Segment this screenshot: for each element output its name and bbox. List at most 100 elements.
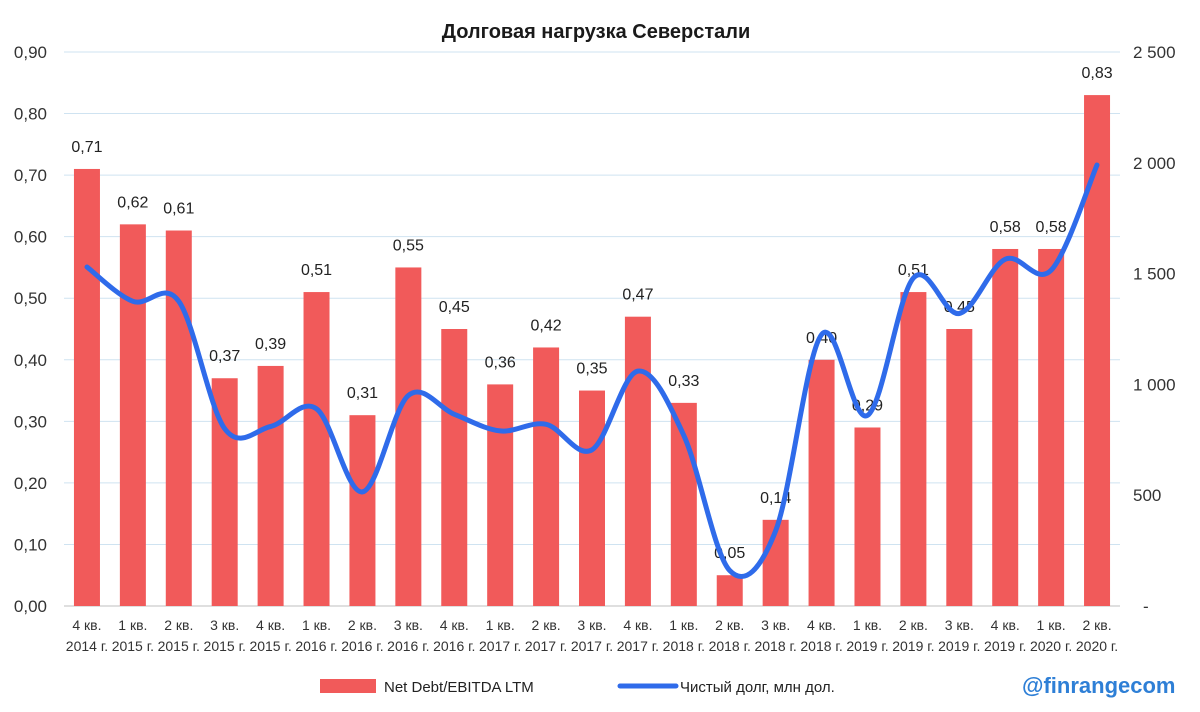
category-axis-labels: 4 кв. 2014 г. 1 кв. 2015 г. 2 кв. 2015 г. 3 кв… — [66, 617, 1118, 654]
bar-data-label: 0,33 — [668, 373, 699, 390]
category-label-quarter: 4 кв. — [807, 617, 836, 633]
category-label-quarter: 3 кв. — [945, 617, 974, 633]
bar — [624, 316, 651, 606]
bar-data-label: 0,35 — [576, 361, 607, 378]
right-tick-label: - — [1143, 597, 1149, 616]
category-label-year: 2015 г. — [249, 638, 291, 654]
right-axis-ticks: - 500 1 000 1 500 2 000 2 500 — [1133, 43, 1176, 616]
left-tick-label: 0,60 — [14, 228, 47, 247]
legend-bar-label: Net Debt/EBITDA LTM — [384, 679, 534, 696]
line-series — [84, 162, 1100, 579]
left-tick-label: 0,90 — [14, 43, 47, 62]
category-label-quarter: 1 кв. — [118, 617, 147, 633]
category-label-year: 2017 г. — [479, 638, 521, 654]
category-label-year: 2018 г. — [663, 638, 705, 654]
left-tick-label: 0,40 — [14, 351, 47, 370]
category-label-quarter: 4 кв. — [440, 617, 469, 633]
legend-line-label: Чистый долг, млн дол. — [680, 679, 835, 696]
left-tick-label: 0,50 — [14, 289, 47, 308]
chart-title: Долговая нагрузка Северстали — [442, 21, 751, 43]
category-label-quarter: 3 кв. — [577, 617, 606, 633]
category-label-quarter: 4 кв. — [623, 617, 652, 633]
category-label-year: 2017 г. — [617, 638, 659, 654]
bar-data-label: 0,39 — [255, 336, 286, 353]
left-tick-label: 0,10 — [14, 535, 47, 554]
bar — [487, 384, 514, 606]
bar — [441, 329, 468, 606]
category-label-quarter: 3 кв. — [210, 617, 239, 633]
category-label-year: 2015 г. — [204, 638, 246, 654]
category-label-year: 2020 г. — [1076, 638, 1118, 654]
left-tick-label: 0,70 — [14, 166, 47, 185]
category-label-quarter: 2 кв. — [1082, 617, 1111, 633]
bar-data-label: 0,47 — [622, 287, 653, 304]
category-label-year: 2019 г. — [846, 638, 888, 654]
category-label-quarter: 2 кв. — [348, 617, 377, 633]
category-label-quarter: 2 кв. — [164, 617, 193, 633]
bar — [395, 267, 422, 606]
bar-data-label: 0,55 — [393, 237, 424, 254]
bar — [533, 347, 560, 606]
category-label-quarter: 1 кв. — [1037, 617, 1066, 633]
category-label-year: 2014 г. — [66, 638, 108, 654]
line-series-path — [84, 162, 1100, 579]
bar — [808, 359, 835, 606]
bar — [579, 390, 605, 606]
bar-data-label: 0,83 — [1081, 65, 1112, 82]
category-label-year: 2020 г. — [1030, 638, 1072, 654]
bar — [900, 292, 927, 606]
category-label-year: 2016 г. — [341, 638, 383, 654]
bar-series — [73, 95, 1111, 606]
category-label-year: 2019 г. — [892, 638, 934, 654]
right-tick-label: 2 500 — [1133, 43, 1176, 62]
bar — [349, 415, 376, 606]
bar — [257, 365, 284, 606]
category-label-year: 2018 г. — [754, 638, 796, 654]
category-label-quarter: 3 кв. — [394, 617, 423, 633]
left-tick-label: 0,20 — [14, 474, 47, 493]
bar — [73, 168, 100, 606]
bar — [992, 248, 1019, 606]
watermark-text: @finrangecom — [1022, 673, 1175, 698]
left-tick-label: 0,30 — [14, 412, 47, 431]
bar-data-label: 0,71 — [71, 139, 102, 156]
bar — [716, 575, 743, 606]
bar-data-label: 0,42 — [531, 317, 562, 334]
category-label-year: 2017 г. — [571, 638, 613, 654]
left-axis-ticks: 0,00 0,10 0,20 0,30 0,40 0,50 0,60 0,70 0,80 0,90 — [14, 43, 47, 616]
bar — [303, 292, 330, 606]
category-label-quarter: 4 кв. — [256, 617, 285, 633]
category-label-quarter: 4 кв. — [72, 617, 101, 633]
bar-data-label: 0,58 — [1036, 219, 1067, 236]
right-tick-label: 500 — [1133, 486, 1161, 505]
category-label-year: 2016 г. — [295, 638, 337, 654]
category-label-year: 2015 г. — [112, 638, 154, 654]
category-label-quarter: 1 кв. — [486, 617, 515, 633]
category-label-year: 2018 г. — [709, 638, 751, 654]
category-label-quarter: 2 кв. — [532, 617, 561, 633]
bar-data-label: 0,31 — [347, 385, 378, 402]
category-label-quarter: 2 кв. — [715, 617, 744, 633]
bar-data-label: 0,61 — [163, 201, 194, 218]
category-label-year: 2019 г. — [984, 638, 1026, 654]
category-label-year: 2016 г. — [387, 638, 429, 654]
right-tick-label: 1 500 — [1133, 265, 1176, 284]
category-label-quarter: 1 кв. — [853, 617, 882, 633]
legend: Net Debt/EBITDA LTM Чистый долг, млн дол… — [320, 679, 835, 696]
category-label-year: 2019 г. — [938, 638, 980, 654]
left-tick-label: 0,80 — [14, 105, 47, 124]
bar-data-label: 0,37 — [209, 348, 240, 365]
category-label-quarter: 3 кв. — [761, 617, 790, 633]
bar-data-label: 0,58 — [990, 219, 1021, 236]
category-label-year: 2018 г. — [800, 638, 842, 654]
bar — [1084, 95, 1111, 606]
left-tick-label: 0,00 — [14, 597, 47, 616]
legend-bar-swatch — [320, 679, 376, 693]
right-tick-label: 1 000 — [1133, 375, 1176, 394]
category-label-quarter: 4 кв. — [991, 617, 1020, 633]
bar-data-label: 0,36 — [485, 354, 516, 371]
bar-data-label: 0,51 — [301, 262, 332, 279]
bar — [119, 224, 146, 606]
right-tick-label: 2 000 — [1133, 154, 1176, 173]
